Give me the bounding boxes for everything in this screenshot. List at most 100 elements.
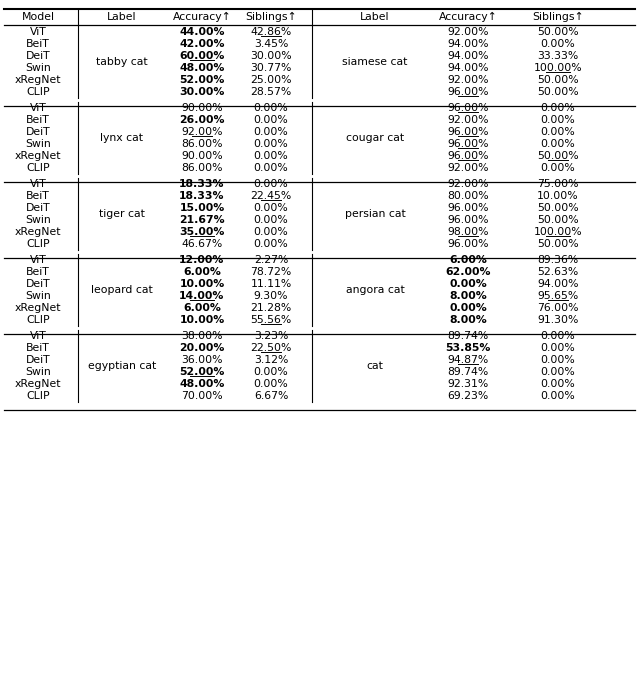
Text: 8.00%: 8.00% [449,315,487,325]
Text: 6.00%: 6.00% [183,303,221,313]
Text: 52.00%: 52.00% [179,367,225,377]
Text: 50.00%: 50.00% [537,27,579,37]
Text: 92.00%: 92.00% [447,179,489,189]
Text: 44.00%: 44.00% [179,27,225,37]
Text: 60.00%: 60.00% [179,51,225,61]
Text: 0.00%: 0.00% [541,115,575,125]
Text: 69.23%: 69.23% [447,391,488,401]
Text: 78.72%: 78.72% [250,267,292,277]
Text: 0.00%: 0.00% [253,367,289,377]
Text: CLIP: CLIP [26,239,50,249]
Text: Siblings↑: Siblings↑ [245,12,297,22]
Text: siamese cat: siamese cat [342,57,408,67]
Text: 3.23%: 3.23% [254,331,288,341]
Text: 96.00%: 96.00% [447,127,489,137]
Text: 18.33%: 18.33% [179,179,225,189]
Text: DeiT: DeiT [26,51,51,61]
Text: CLIP: CLIP [26,391,50,401]
Text: 42.86%: 42.86% [250,27,292,37]
Text: 6.00%: 6.00% [183,267,221,277]
Text: 50.00%: 50.00% [537,215,579,225]
Text: 92.00%: 92.00% [447,163,489,173]
Text: ViT: ViT [29,27,46,37]
Text: 36.00%: 36.00% [181,355,223,365]
Text: Swin: Swin [25,63,51,73]
Text: egyptian cat: egyptian cat [88,361,156,371]
Text: 48.00%: 48.00% [179,379,225,389]
Text: 0.00%: 0.00% [541,103,575,113]
Text: ViT: ViT [29,331,46,341]
Text: Model: Model [22,12,54,22]
Text: 21.67%: 21.67% [179,215,225,225]
Text: 42.00%: 42.00% [179,39,225,49]
Text: 96.00%: 96.00% [447,203,489,213]
Text: 96.00%: 96.00% [447,87,489,97]
Text: BeiT: BeiT [26,115,50,125]
Text: 94.87%: 94.87% [447,355,488,365]
Text: ViT: ViT [29,255,46,265]
Text: 10.00%: 10.00% [179,279,225,289]
Text: 0.00%: 0.00% [541,39,575,49]
Text: Accuracy↑: Accuracy↑ [173,12,232,22]
Text: DeiT: DeiT [26,355,51,365]
Text: CLIP: CLIP [26,87,50,97]
Text: 96.00%: 96.00% [447,139,489,149]
Text: 0.00%: 0.00% [253,215,289,225]
Text: 94.00%: 94.00% [447,39,489,49]
Text: xRegNet: xRegNet [15,227,61,237]
Text: 50.00%: 50.00% [537,87,579,97]
Text: 0.00%: 0.00% [253,151,289,161]
Text: 89.74%: 89.74% [447,331,488,341]
Text: persian cat: persian cat [344,209,405,219]
Text: DeiT: DeiT [26,203,51,213]
Text: 90.00%: 90.00% [181,151,223,161]
Text: 96.00%: 96.00% [447,103,489,113]
Text: 10.00%: 10.00% [179,315,225,325]
Text: 20.00%: 20.00% [179,343,225,353]
Text: 0.00%: 0.00% [541,355,575,365]
Text: 0.00%: 0.00% [253,203,289,213]
Text: 26.00%: 26.00% [179,115,225,125]
Text: 30.00%: 30.00% [179,87,225,97]
Text: 30.00%: 30.00% [250,51,292,61]
Text: 28.57%: 28.57% [250,87,292,97]
Text: 38.00%: 38.00% [181,331,223,341]
Text: 0.00%: 0.00% [253,239,289,249]
Text: 0.00%: 0.00% [253,103,289,113]
Text: 62.00%: 62.00% [445,267,491,277]
Text: 0.00%: 0.00% [253,127,289,137]
Text: 14.00%: 14.00% [179,291,225,301]
Text: CLIP: CLIP [26,315,50,325]
Text: 0.00%: 0.00% [253,379,289,389]
Text: 98.00%: 98.00% [447,227,489,237]
Text: 8.00%: 8.00% [449,291,487,301]
Text: 52.63%: 52.63% [538,267,579,277]
Text: 35.00%: 35.00% [179,227,225,237]
Text: cat: cat [367,361,383,371]
Text: 15.00%: 15.00% [179,203,225,213]
Text: 0.00%: 0.00% [541,127,575,137]
Text: 96.00%: 96.00% [447,151,489,161]
Text: 10.00%: 10.00% [537,191,579,201]
Text: 92.00%: 92.00% [447,115,489,125]
Text: 50.00%: 50.00% [537,239,579,249]
Text: 86.00%: 86.00% [181,139,223,149]
Text: 0.00%: 0.00% [541,139,575,149]
Text: 21.28%: 21.28% [250,303,292,313]
Text: 48.00%: 48.00% [179,63,225,73]
Text: tabby cat: tabby cat [96,57,148,67]
Text: DeiT: DeiT [26,127,51,137]
Text: 18.33%: 18.33% [179,191,225,201]
Text: xRegNet: xRegNet [15,379,61,389]
Text: 0.00%: 0.00% [253,139,289,149]
Text: 0.00%: 0.00% [253,179,289,189]
Text: 94.00%: 94.00% [447,63,489,73]
Text: Accuracy↑: Accuracy↑ [438,12,497,22]
Text: 86.00%: 86.00% [181,163,223,173]
Text: 75.00%: 75.00% [537,179,579,189]
Text: 11.11%: 11.11% [250,279,292,289]
Text: ViT: ViT [29,179,46,189]
Text: 3.12%: 3.12% [254,355,288,365]
Text: 3.45%: 3.45% [254,39,288,49]
Text: 95.65%: 95.65% [538,291,579,301]
